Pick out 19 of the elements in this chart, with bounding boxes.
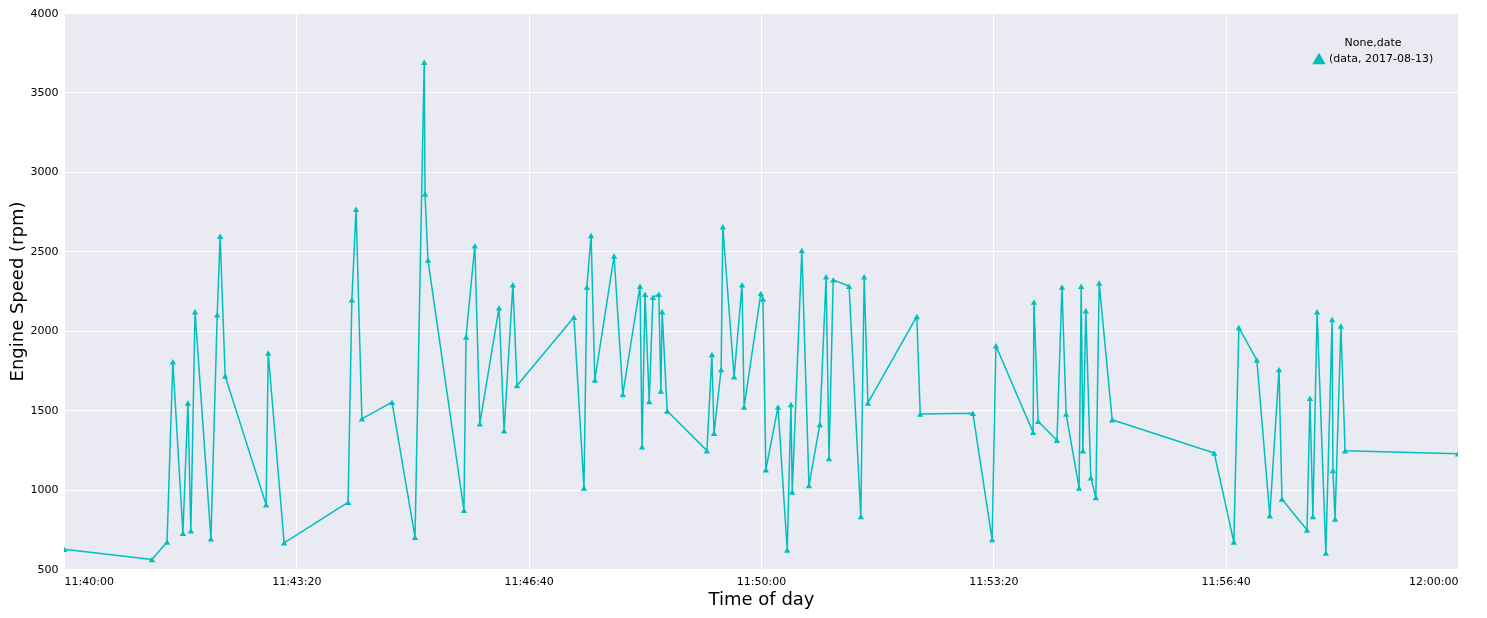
y-axis-title: Engine Speed (rpm) <box>5 201 27 382</box>
x-tick-label: 12:00:00 <box>1409 574 1459 588</box>
x-tick-label: 11:40:00 <box>64 574 114 588</box>
y-tick-label: 4000 <box>30 6 59 20</box>
legend-label: (data, 2017-08-13) <box>1329 52 1434 65</box>
x-tick-label: 11:50:00 <box>736 574 787 588</box>
y-tick-label: 1500 <box>30 403 59 417</box>
y-tick-label: 2000 <box>30 324 59 338</box>
legend-title: None,date <box>1344 36 1402 49</box>
x-tick-label: 11:46:40 <box>504 574 554 588</box>
y-tick-label: 3500 <box>30 85 59 99</box>
x-tick-label: 11:53:20 <box>969 574 1019 588</box>
x-axis-title: Time of day <box>707 587 815 609</box>
x-tick-label: 11:43:20 <box>272 574 322 588</box>
x-tick-label: 11:56:40 <box>1201 574 1251 588</box>
y-tick-label: 1000 <box>30 483 59 497</box>
y-tick-label: 2500 <box>30 244 59 258</box>
y-tick-label: 3000 <box>30 165 59 179</box>
y-tick-label: 500 <box>37 562 59 576</box>
